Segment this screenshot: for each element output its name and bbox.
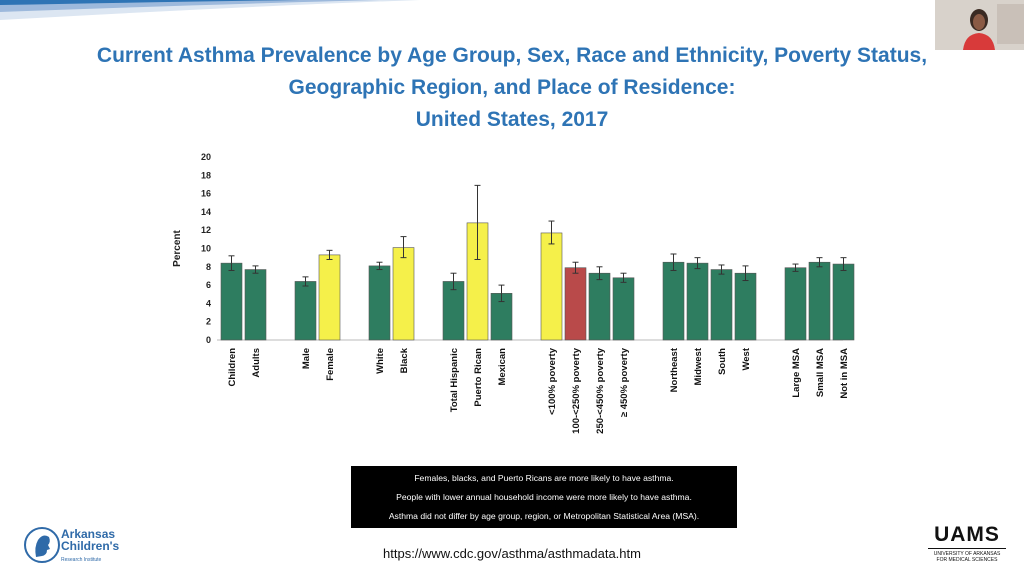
uams-wordmark: UAMS: [934, 523, 1000, 546]
presenter-webcam-thumbnail: [935, 0, 1024, 50]
logo-left-line-1: Arkansas: [61, 527, 116, 541]
bar: [294, 281, 317, 341]
y-tick-label: 2: [206, 317, 211, 327]
bar: [686, 262, 709, 341]
x-tick-label: White: [375, 348, 386, 374]
finding-3: Asthma did not differ by age group, regi…: [388, 511, 700, 522]
y-tick-label: 18: [201, 170, 211, 180]
title-line-3: United States, 2017: [415, 108, 609, 131]
x-tick-label: Male: [301, 348, 312, 369]
y-tick-label: 10: [201, 244, 211, 254]
finding-1: Females, blacks, and Puerto Ricans are m…: [414, 472, 674, 483]
x-tick-label: West: [741, 347, 752, 370]
source-url: https://www.cdc.gov/asthma/asthmadata.ht…: [383, 546, 641, 561]
bar: [588, 272, 611, 341]
x-tick-label: Small MSA: [815, 348, 826, 397]
bar: [368, 265, 391, 341]
x-tick-label: Midwest: [693, 347, 704, 385]
title-line-2: Geographic Region, and Place of Residenc…: [288, 76, 736, 99]
x-tick-label: <100% poverty: [547, 347, 558, 415]
y-tick-label: 16: [201, 189, 211, 199]
y-tick-label: 4: [206, 298, 211, 308]
x-tick-label: Mexican: [497, 348, 508, 386]
bar: [318, 254, 341, 341]
bar: [662, 261, 685, 341]
slide-title: Current Asthma Prevalence by Age Group, …: [40, 40, 984, 136]
bar: [392, 247, 415, 341]
bar: [808, 261, 831, 341]
bar: [540, 232, 563, 341]
bar: [220, 262, 243, 341]
uams-sub-line-2: FOR MEDICAL SCIENCES: [936, 557, 998, 563]
x-tick-label: Adults: [251, 348, 262, 378]
header-swoosh-decoration: [0, 0, 420, 20]
bar: [564, 267, 587, 341]
finding-2: People with lower annual household incom…: [396, 491, 692, 502]
bar: [734, 272, 757, 341]
x-tick-label: Northeast: [669, 347, 680, 392]
findings-box: Females, blacks, and Puerto Ricans are m…: [351, 466, 737, 528]
bar: [784, 267, 807, 341]
arkansas-childrens-logo: Arkansas Children's Research Institute: [24, 525, 134, 567]
uams-sub-line-1: UNIVERSITY OF ARKANSAS: [933, 551, 1001, 557]
x-tick-label: 250-<450% poverty: [595, 347, 606, 434]
x-tick-label: South: [717, 348, 728, 375]
x-tick-label: ≥ 450% poverty: [619, 347, 630, 417]
x-tick-label: 100-<250% poverty: [571, 347, 582, 434]
x-tick-label: Children: [227, 348, 238, 387]
uams-logo: UAMS UNIVERSITY OF ARKANSAS FOR MEDICAL …: [924, 524, 1010, 568]
bar: [442, 281, 465, 341]
y-tick-label: 14: [201, 207, 211, 217]
x-tick-label: Not in MSA: [839, 348, 850, 399]
y-tick-label: 20: [201, 152, 211, 162]
asthma-prevalence-bar-chart: 0 2 4 6 8 10 12 14 16 18 20 Percent Children Adults Ma…: [172, 152, 855, 434]
title-line-1: Current Asthma Prevalence by Age Group, …: [96, 44, 928, 67]
bar: [612, 277, 635, 341]
logo-left-subtitle: Research Institute: [61, 557, 102, 563]
x-tick-label: Black: [399, 347, 410, 373]
bar: [244, 269, 267, 341]
child-profile-icon: [24, 527, 60, 563]
y-tick-label: 8: [206, 262, 211, 272]
x-tick-label: Total Hispanic: [449, 348, 460, 412]
y-tick-label: 12: [201, 225, 211, 235]
y-axis-title: Percent: [172, 229, 183, 266]
y-tick-label: 6: [206, 280, 211, 290]
x-tick-label: Puerto Rican: [473, 348, 484, 407]
y-tick-label: 0: [206, 335, 211, 345]
logo-left-line-2: Children's: [61, 539, 120, 553]
x-tick-label: Large MSA: [791, 348, 802, 398]
x-tick-label: Female: [325, 348, 336, 381]
bar: [832, 263, 855, 341]
bar: [710, 269, 733, 341]
